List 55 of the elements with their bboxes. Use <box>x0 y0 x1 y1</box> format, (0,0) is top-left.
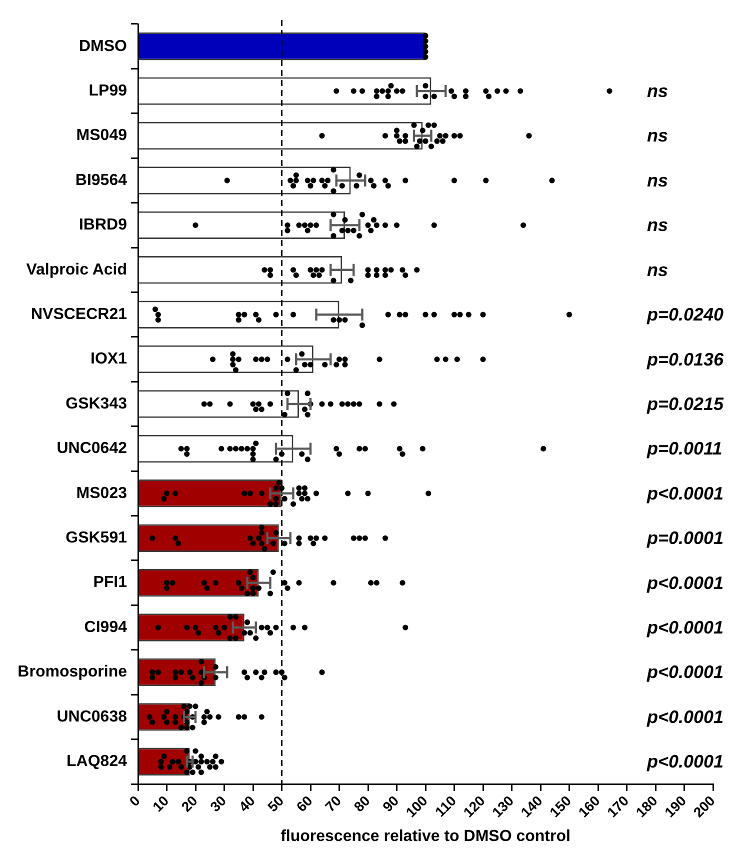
x-tick-label: 170 <box>604 792 632 820</box>
annotation: p=0.0215 <box>646 394 725 414</box>
annotation: p<0.0001 <box>646 752 724 772</box>
annotation: p=0.0136 <box>646 349 725 370</box>
annotation: p=0.0011 <box>646 438 722 459</box>
x-tick-label: 40 <box>236 792 258 815</box>
x-tick-label: 90 <box>379 792 402 815</box>
x-tick-label: 140 <box>518 792 546 820</box>
x-tick-label: 200 <box>690 792 718 820</box>
x-tick-label: 190 <box>661 792 690 820</box>
x-tick-label: 20 <box>178 792 200 815</box>
annotation: p<0.0001 <box>646 706 724 727</box>
x-tick-label: 30 <box>206 792 230 815</box>
y-tick-label: Valproic Acid <box>26 261 127 278</box>
annotation: ns <box>647 215 668 236</box>
y-tick-label: GSK343 <box>66 395 128 412</box>
y-tick-label: IBRD9 <box>78 216 128 234</box>
x-tick-label: 160 <box>575 792 603 820</box>
y-tick-label: MS023 <box>76 484 128 502</box>
x-tick-label: 0 <box>126 792 143 810</box>
y-tick-label: GSK591 <box>66 530 128 547</box>
x-axis-title: fluorescence relative to DMSO control <box>280 828 570 845</box>
annotation: ns <box>647 170 668 190</box>
annotation: p<0.0001 <box>646 483 724 504</box>
y-tick-label: IOX1 <box>90 350 128 368</box>
y-tick-label: LAQ824 <box>66 753 128 770</box>
x-tick-label: 110 <box>432 792 460 820</box>
x-tick-label: 70 <box>322 792 344 815</box>
annotation: p<0.0001 <box>646 662 724 682</box>
y-tick-label: NVSCECR21 <box>30 306 128 323</box>
y-tick-label: MS049 <box>76 127 128 144</box>
y-tick-label: DMSO <box>79 38 127 55</box>
y-tick-label: LP99 <box>88 82 128 100</box>
x-tick-label: 150 <box>546 792 574 820</box>
y-tick-label: UNC0638 <box>56 708 128 726</box>
y-tick-label: BI9564 <box>75 172 128 189</box>
x-tick-label: 100 <box>402 792 430 820</box>
annotation: p=0.0001 <box>646 528 724 548</box>
x-tick-label: 60 <box>293 792 316 815</box>
x-tick-label: 10 <box>149 792 172 815</box>
y-tick-label: Bromosporine <box>18 664 128 681</box>
annotation: p<0.0001 <box>646 572 724 593</box>
x-tick-label: 180 <box>632 792 660 820</box>
x-tick-label: 130 <box>488 792 517 820</box>
y-tick-label: CI994 <box>84 618 128 636</box>
x-tick-label: 120 <box>460 792 488 820</box>
y-tick-label: PFI1 <box>93 574 128 592</box>
annotation: p=0.0240 <box>646 304 724 325</box>
annotation: p<0.0001 <box>646 618 724 638</box>
y-tick-label: UNC0642 <box>56 440 128 458</box>
annotation: ns <box>647 260 668 280</box>
x-tick-label: 50 <box>264 792 287 815</box>
x-tick-label: 80 <box>350 792 373 815</box>
annotation: ns <box>647 81 668 102</box>
annotation: ns <box>647 126 668 146</box>
